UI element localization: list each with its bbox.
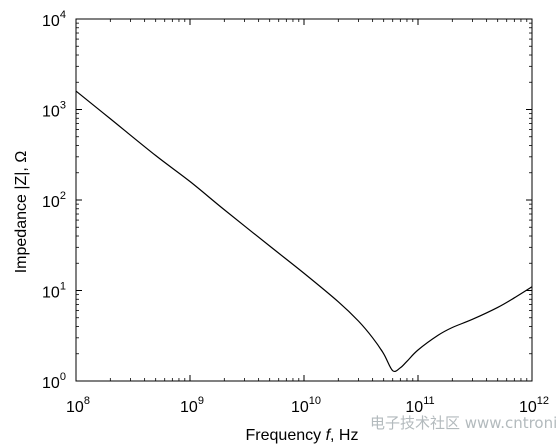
watermark-text: 电子技术社区 www.cntronics.com bbox=[370, 414, 556, 432]
y-tick-label: 103 bbox=[42, 100, 66, 121]
y-tick-base: 10 bbox=[42, 375, 60, 392]
x-tick-exponent: 10 bbox=[309, 395, 321, 407]
x-label-group: Frequency f, Hz bbox=[246, 427, 359, 444]
y-tick-exponent: 1 bbox=[60, 281, 66, 293]
x-tick-exponent: 11 bbox=[423, 395, 434, 407]
x-tick-label: 1010 bbox=[291, 395, 321, 416]
x-tick-exponent: 9 bbox=[198, 395, 204, 407]
y-tick-label: 101 bbox=[42, 281, 66, 302]
x-tick-exponent: 8 bbox=[84, 395, 90, 407]
plot-frame bbox=[75, 18, 533, 382]
y-tick-exponent: 4 bbox=[60, 9, 66, 21]
x-tick-base: 10 bbox=[180, 399, 198, 416]
y-tick-label: 102 bbox=[42, 190, 66, 211]
y-tick-base: 10 bbox=[42, 194, 60, 211]
x-tick-base: 10 bbox=[291, 399, 309, 416]
x-axis-label: Frequency f, Hz bbox=[246, 427, 359, 444]
impedance-series-line bbox=[75, 90, 533, 373]
x-tick-base: 10 bbox=[66, 399, 84, 416]
y-tick-base: 10 bbox=[42, 285, 60, 302]
y-tick-exponent: 2 bbox=[60, 190, 66, 202]
y-tick-exponent: 3 bbox=[60, 100, 66, 112]
x-tick-base: 10 bbox=[405, 399, 423, 416]
y-tick-label: 100 bbox=[42, 371, 66, 392]
x-tick-base: 10 bbox=[519, 399, 537, 416]
y-tick-label: 104 bbox=[42, 9, 66, 30]
x-tick-label: 1011 bbox=[405, 395, 434, 416]
y-tick-base: 10 bbox=[42, 13, 60, 30]
x-tick-label: 1012 bbox=[519, 395, 549, 416]
y-tick-exponent: 0 bbox=[60, 371, 66, 383]
x-tick-label: 109 bbox=[180, 395, 204, 416]
y-axis-label: Impedance |Z|, Ω bbox=[13, 151, 30, 274]
x-tick-exponent: 12 bbox=[537, 395, 549, 407]
y-tick-base: 10 bbox=[42, 104, 60, 121]
x-tick-label: 108 bbox=[66, 395, 90, 416]
